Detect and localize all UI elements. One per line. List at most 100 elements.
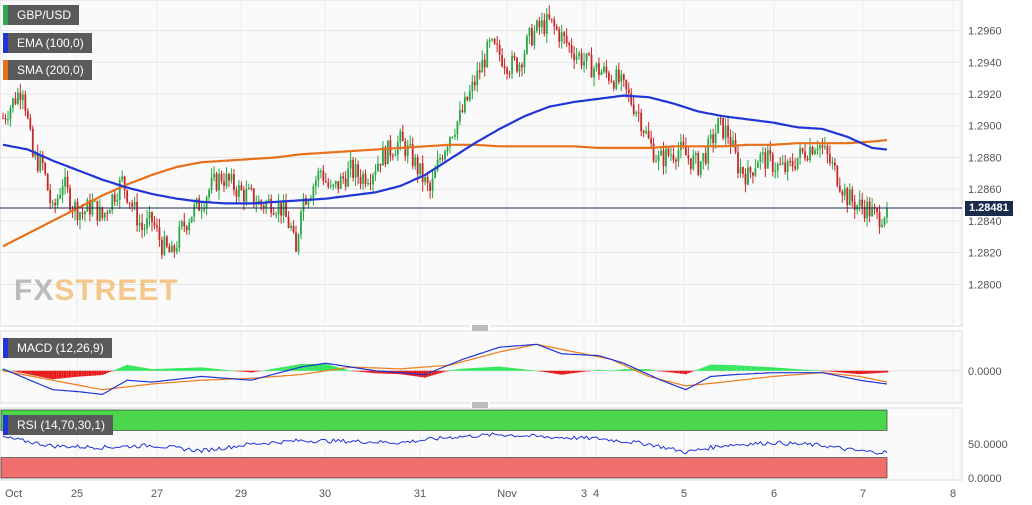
candle-body — [188, 222, 191, 231]
macd-histogram-bar — [731, 365, 735, 371]
macd-line — [2, 343, 888, 396]
candle-body — [506, 68, 508, 74]
candle-body — [841, 191, 844, 196]
candle-body — [210, 177, 213, 191]
candle-body — [151, 211, 153, 223]
macd-histogram-bar — [543, 370, 546, 372]
candle-body — [590, 54, 593, 78]
candle-body — [833, 162, 836, 166]
macd-histogram-bar — [500, 366, 504, 371]
y-tick-label: 1.2860 — [968, 184, 1002, 196]
macd-histogram-bar — [481, 367, 484, 371]
sma-label[interactable]: SMA (200,0) — [3, 60, 92, 80]
candle-body — [702, 153, 705, 162]
candle-body — [640, 112, 643, 132]
rsi-swatch — [3, 415, 8, 435]
macd-histogram-bar — [582, 370, 586, 372]
candle-body — [670, 154, 672, 156]
macd-histogram-bar — [694, 370, 697, 371]
macd-histogram-bar — [217, 369, 221, 371]
candle-body — [647, 130, 650, 139]
x-tick-label: 8 — [950, 488, 956, 500]
macd-histogram-bar — [101, 370, 104, 376]
macd-histogram-bar — [707, 365, 710, 371]
macd-histogram-bar — [639, 369, 643, 371]
candle-body — [250, 187, 253, 189]
candle-body — [508, 73, 511, 75]
macd-histogram-bar — [476, 367, 479, 371]
macd-histogram-bar — [513, 368, 516, 371]
candle-body — [138, 222, 141, 226]
y-tick-label: 0.0000 — [968, 473, 1002, 485]
macd-histogram-bar — [73, 370, 77, 377]
macd-histogram-bar — [170, 368, 174, 371]
macd-histogram-bar — [473, 367, 476, 371]
rsi-label[interactable]: RSI (14,70,30,1) — [3, 415, 114, 435]
candle-body — [359, 176, 362, 184]
macd-histogram-bar — [644, 369, 648, 371]
candle-body — [627, 89, 630, 94]
macd-histogram-bar — [26, 370, 30, 375]
macd-histogram-bar — [19, 370, 22, 373]
macd-histogram-bar — [183, 367, 186, 371]
candle-body — [796, 157, 799, 169]
candle-body — [237, 184, 240, 197]
panel-resize-handle[interactable] — [470, 325, 490, 331]
macd-histogram-bar — [471, 368, 474, 371]
macd-histogram-bar — [138, 366, 141, 371]
panel-resize-handle[interactable] — [470, 402, 490, 408]
macd-histogram-bar — [635, 369, 638, 371]
macd-histogram-bar — [252, 370, 255, 373]
candle-body — [704, 153, 707, 164]
macd-histogram-bar — [384, 370, 387, 374]
candle-body — [416, 157, 419, 175]
ema-label[interactable]: EMA (100,0) — [3, 33, 92, 53]
macd-histogram-bar — [468, 368, 472, 371]
candle-body — [451, 136, 454, 138]
candle-body — [593, 68, 595, 78]
macd-histogram-bar — [550, 370, 553, 374]
candle-body — [605, 66, 608, 73]
candle-body — [496, 43, 499, 45]
macd-histogram-bar — [133, 366, 136, 371]
macd-histogram-bar — [652, 369, 655, 371]
macd-histogram-bar — [826, 370, 829, 372]
macd-histogram-bar — [749, 366, 752, 371]
candle-body — [441, 158, 444, 160]
macd-histogram-bar — [76, 370, 79, 377]
candle-body — [4, 118, 7, 120]
macd-histogram-bar — [125, 364, 129, 371]
macd-histogram-bar — [592, 370, 596, 371]
candle-body — [362, 173, 364, 184]
macd-histogram-bar — [530, 370, 534, 371]
candle-body — [161, 239, 163, 255]
macd-histogram-bar — [351, 370, 355, 372]
macd-histogram-bar — [143, 367, 146, 371]
candle-body — [481, 59, 484, 73]
candle-body — [436, 159, 439, 171]
macd-histogram-bar — [801, 369, 804, 371]
macd-histogram-bar — [312, 363, 315, 371]
macd-histogram-bar — [163, 368, 166, 371]
candle-body — [493, 39, 496, 44]
candle-body — [307, 200, 310, 205]
macd-histogram-bar — [91, 370, 94, 376]
macd-histogram-bar — [220, 369, 223, 371]
macd-histogram-bar — [443, 370, 447, 372]
symbol-label[interactable]: GBP/USD — [3, 5, 80, 25]
candle-body — [575, 55, 578, 61]
macd-histogram-bar — [165, 368, 169, 371]
candle-body — [866, 201, 869, 219]
candle-body — [853, 201, 856, 210]
candle-body — [270, 199, 273, 213]
ema-swatch — [3, 33, 8, 53]
candle-body — [531, 27, 533, 46]
macd-histogram-bar — [806, 369, 809, 371]
macd-histogram-bar — [39, 370, 42, 377]
candle-body — [526, 36, 528, 54]
candle-body — [332, 184, 335, 187]
macd-histogram-bar — [495, 366, 499, 371]
macd-histogram-bar — [885, 370, 889, 373]
candle-body — [414, 157, 417, 167]
macd-label[interactable]: MACD (12,26,9) — [3, 338, 112, 358]
